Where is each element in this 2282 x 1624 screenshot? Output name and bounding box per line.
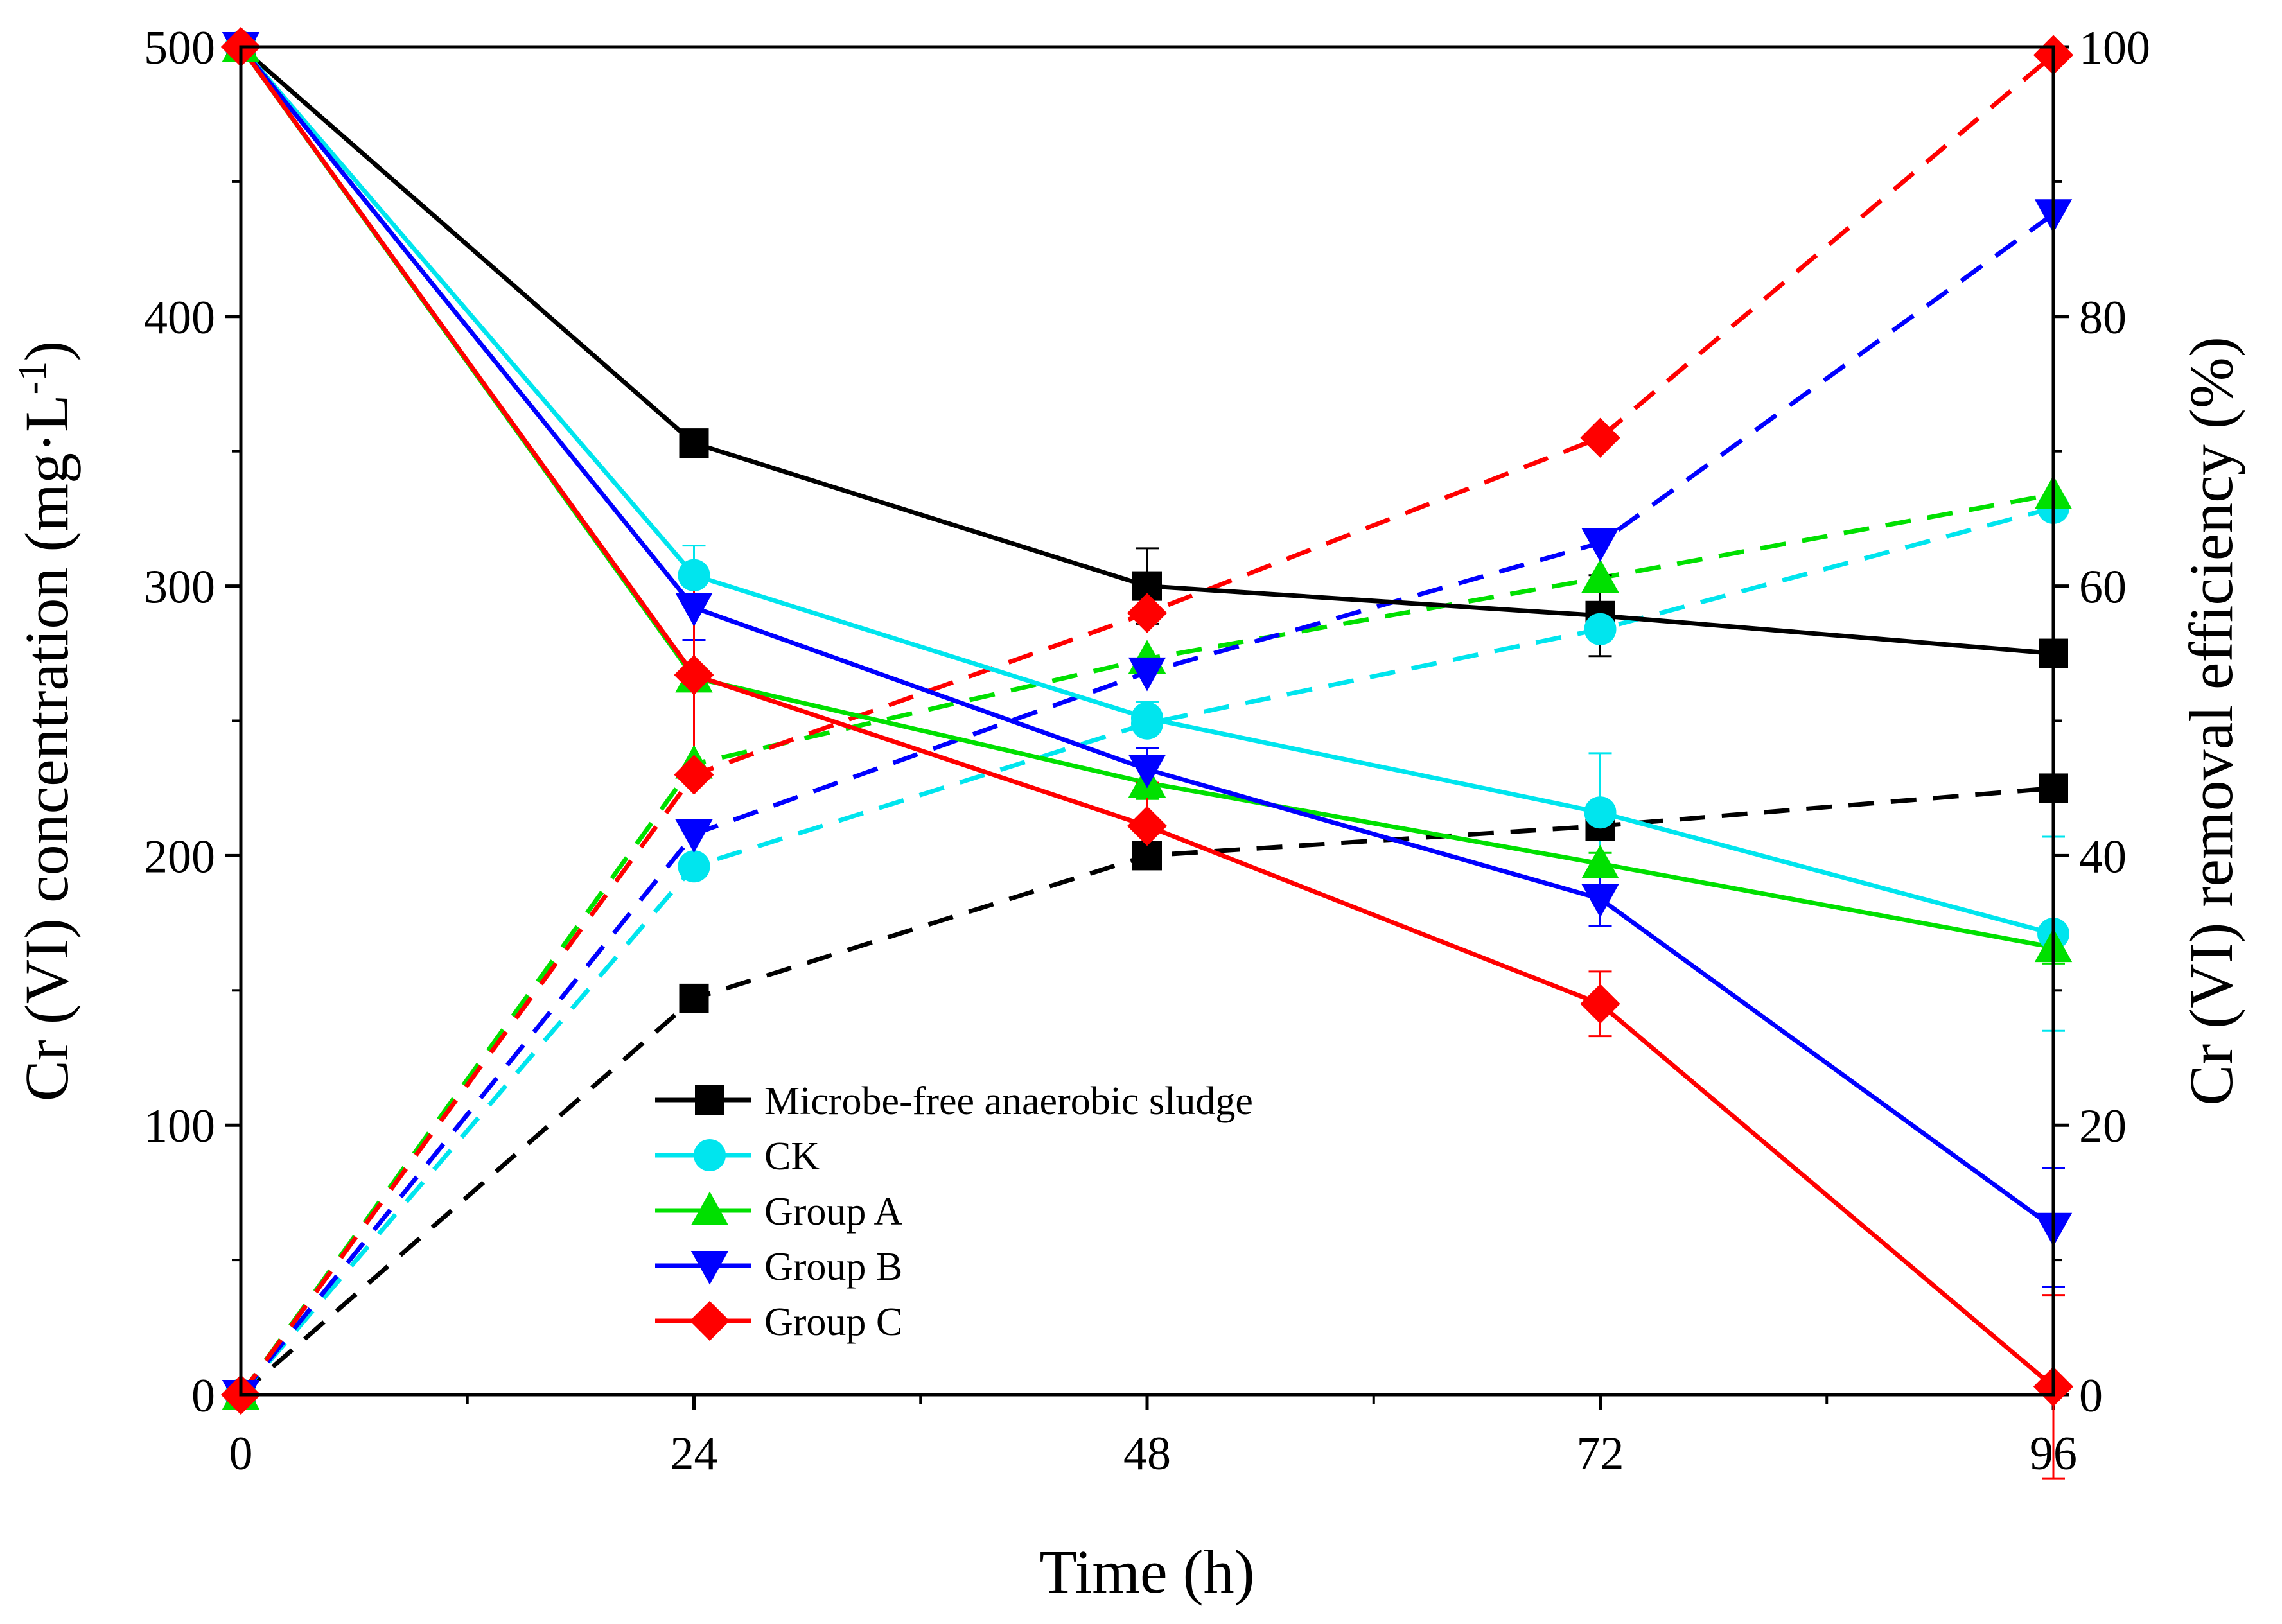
concentration-point-group-a — [1581, 844, 1619, 878]
removal-point-group-c — [674, 755, 714, 795]
removal-point-group-c — [1580, 417, 1620, 458]
y-right-tick-label: 60 — [2079, 561, 2127, 614]
legend: Microbe-free anaerobic sludge CK Group A Gr… — [655, 1079, 1253, 1344]
y-left-tick-label: 0 — [191, 1370, 215, 1422]
y-axis-title-right: Cr (VI) removal efficiency (%) — [2177, 336, 2245, 1106]
removal-point-group-b — [1128, 657, 1166, 692]
x-tick-label: 0 — [229, 1428, 253, 1480]
concentration-line-group-b — [239, 45, 2055, 1230]
y-right-tick-label: 0 — [2079, 1370, 2103, 1422]
legend-label-group-b: Group B — [764, 1245, 902, 1289]
y-left-tick-label: 400 — [144, 292, 215, 344]
concentration-point-microbe-free-anaerobic-sludge — [679, 428, 709, 458]
y-left-tick-label: 500 — [144, 22, 215, 74]
y-right-tick-label: 80 — [2079, 292, 2127, 344]
removal-point-group-b — [675, 819, 713, 853]
concentration-point-group-c — [674, 655, 714, 695]
removal-line-ck — [239, 505, 2054, 1397]
removal-point-ck — [1584, 613, 1617, 645]
concentration-point-group-b — [1128, 755, 1166, 789]
concentration-point-ck — [1584, 796, 1617, 829]
legend-label-group-c: Group C — [764, 1300, 902, 1344]
legend-marker-group-c — [689, 1300, 730, 1341]
removal-point-microbe-free-anaerobic-sludge — [679, 983, 709, 1013]
legend-marker-ck — [694, 1139, 726, 1171]
concentration-point-ck — [678, 559, 710, 591]
concentration-point-group-b — [1581, 884, 1619, 918]
x-tick-label: 48 — [1123, 1428, 1171, 1480]
legend-label-ck: CK — [764, 1135, 820, 1178]
removal-point-group-a — [1581, 559, 1619, 593]
concentration-point-group-c — [1580, 984, 1620, 1024]
legend-label-group-a: Group A — [764, 1190, 903, 1234]
legend-marker-microbe-free-anaerobic-sludge — [695, 1085, 724, 1115]
concentration-point-group-b — [675, 593, 713, 627]
plot-frame — [239, 45, 2055, 1397]
y-left-tick-label: 100 — [144, 1100, 215, 1153]
removal-point-group-c — [1127, 593, 1168, 633]
x-axis-title: Time (h) — [1039, 1537, 1254, 1606]
y-right-tick-label: 100 — [2079, 22, 2150, 74]
x-tick-label: 96 — [2030, 1428, 2077, 1480]
y-right-tick-label: 40 — [2079, 830, 2127, 883]
removal-point-microbe-free-anaerobic-sludge — [1132, 841, 1162, 871]
legend-label-microbe-free-anaerobic-sludge: Microbe-free anaerobic sludge — [764, 1079, 1253, 1123]
legend-marker-group-a — [690, 1191, 729, 1225]
x-tick-label: 72 — [1577, 1428, 1624, 1480]
removal-point-ck — [1131, 707, 1163, 740]
y-left-tick-label: 200 — [144, 830, 215, 883]
removal-point-ck — [678, 850, 710, 883]
legend-marker-group-b — [690, 1251, 729, 1285]
removal-point-group-b — [1581, 528, 1619, 562]
y-left-tick-label: 300 — [144, 561, 215, 614]
x-tick-label: 24 — [671, 1428, 718, 1480]
y-axis-title-left: Cr (VI) concentration (mg·L-1) — [11, 341, 81, 1102]
y-right-tick-label: 20 — [2079, 1100, 2127, 1153]
data-markers — [220, 26, 2074, 1415]
concentration-point-group-c — [1127, 806, 1168, 846]
